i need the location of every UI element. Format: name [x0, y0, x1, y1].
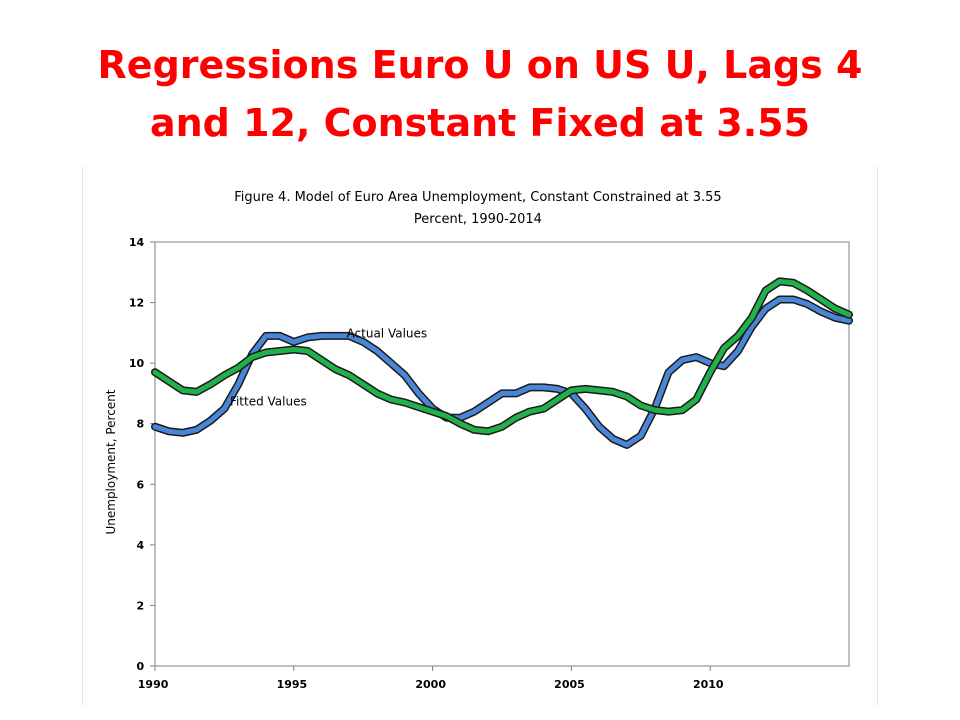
actual-values-line: [151, 295, 853, 449]
x-tick-label: 2000: [415, 678, 449, 691]
y-tick-label: 12: [129, 297, 148, 310]
chart-frame: Figure 4. Model of Euro Area Unemploymen…: [82, 166, 878, 706]
actual-values-line-fill: [152, 297, 852, 448]
slide-title-line-2: and 12, Constant Fixed at 3.55: [149, 101, 811, 145]
fitted-values-line: [151, 277, 853, 436]
chart-subtitle: Percent, 1990-2014: [414, 212, 546, 227]
y-tick-label: 8: [137, 418, 148, 431]
x-tick-label: 2005: [554, 678, 588, 691]
x-tick-label: 1990: [138, 678, 172, 691]
slide-title-line-1: Regressions Euro U on US U, Lags 4: [97, 43, 863, 87]
y-tick-label: 2: [137, 599, 148, 612]
actual-values-annotation: Actual Values: [347, 326, 428, 340]
plot-area: 0 2 4 6 8 10 12 14 1990 1995 2000 2005 2…: [129, 236, 853, 691]
slide-title: Regressions Euro U on US U, Lags 4 and 1…: [0, 36, 960, 152]
fitted-values-line-fill: [152, 278, 852, 434]
y-tick-label: 4: [137, 539, 148, 552]
chart: Figure 4. Model of Euro Area Unemploymen…: [104, 190, 853, 691]
y-axis-label: Unemployment, Percent: [104, 389, 118, 534]
y-tick-label: 6: [137, 478, 148, 491]
y-tick-label: 10: [129, 357, 148, 370]
x-tick-label: 1995: [277, 678, 311, 691]
y-tick-label: 14: [129, 236, 148, 249]
plot-border: [154, 241, 850, 667]
x-tick-label: 2010: [693, 678, 727, 691]
fitted-values-annotation: Fitted Values: [230, 395, 307, 409]
y-tick-label: 0: [137, 660, 148, 673]
chart-title: Figure 4. Model of Euro Area Unemploymen…: [234, 190, 726, 205]
